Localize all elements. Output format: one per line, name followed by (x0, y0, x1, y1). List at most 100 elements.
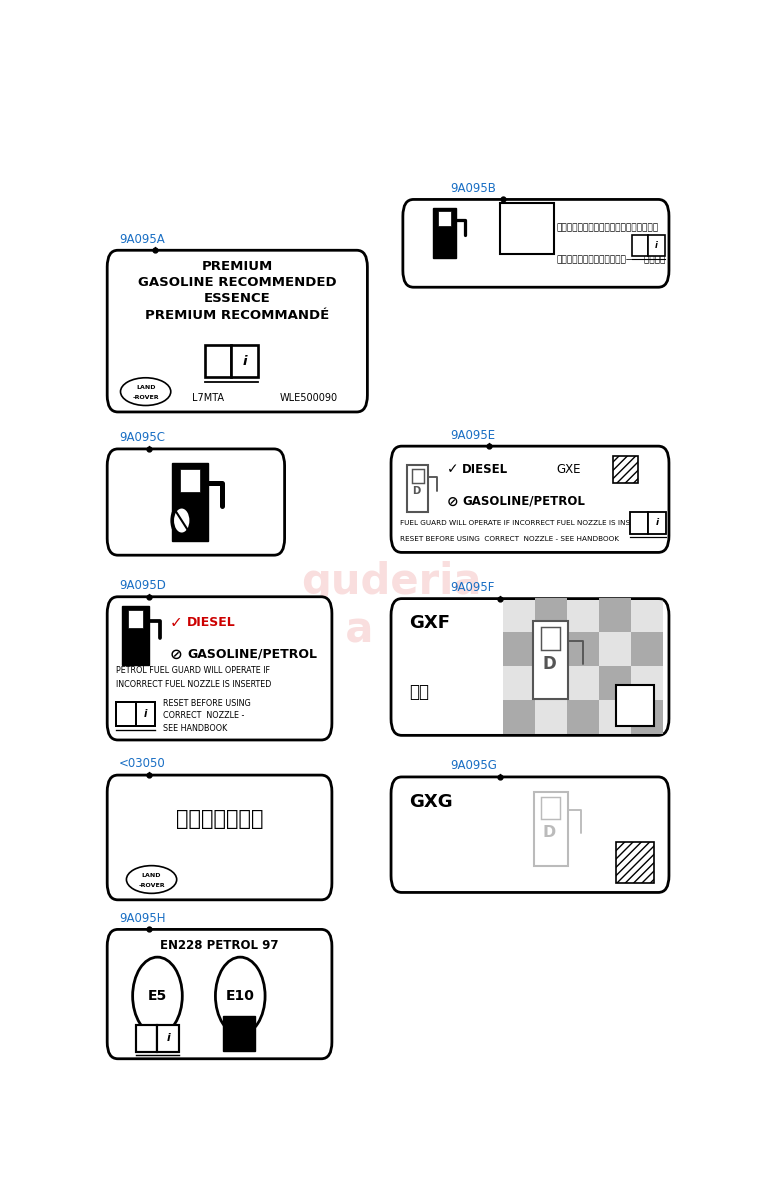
Text: D: D (413, 486, 420, 496)
Bar (501, 203, 554, 254)
Text: D: D (542, 826, 555, 840)
Text: INCORRECT FUEL NOZZLE IS INSERTED: INCORRECT FUEL NOZZLE IS INSERTED (116, 680, 272, 689)
Text: 9A095D: 9A095D (119, 580, 166, 592)
Bar (542, 797, 560, 820)
Text: GASOLINE/PETROL: GASOLINE/PETROL (462, 494, 585, 508)
Text: E10: E10 (226, 989, 255, 1003)
Bar (128, 611, 143, 628)
Bar (630, 511, 649, 534)
Text: 9A095H: 9A095H (119, 912, 166, 925)
Text: 9A095A: 9A095A (119, 233, 165, 246)
Text: i: i (144, 709, 147, 719)
Bar (136, 702, 156, 726)
FancyBboxPatch shape (533, 622, 568, 698)
Bar (205, 344, 231, 378)
Text: ⊘: ⊘ (447, 494, 459, 509)
Bar (616, 684, 654, 726)
Text: LAND: LAND (142, 874, 161, 878)
Bar (223, 1016, 255, 1051)
Text: E5: E5 (148, 989, 167, 1003)
Text: PETROL FUEL GUARD WILL OPERATE IF: PETROL FUEL GUARD WILL OPERATE IF (116, 666, 270, 676)
FancyBboxPatch shape (391, 599, 669, 736)
Text: EN228 PETROL 97: EN228 PETROL 97 (160, 938, 278, 952)
Text: i: i (166, 1033, 170, 1044)
Bar (231, 344, 258, 378)
Bar (616, 841, 654, 883)
FancyBboxPatch shape (107, 251, 368, 412)
Text: ⊘: ⊘ (169, 647, 182, 661)
Circle shape (133, 958, 182, 1034)
FancyBboxPatch shape (391, 446, 669, 552)
FancyBboxPatch shape (403, 199, 669, 287)
FancyBboxPatch shape (107, 449, 285, 556)
Circle shape (171, 504, 192, 538)
Bar (122, 606, 149, 665)
Bar (649, 235, 665, 256)
Bar (536, 598, 567, 632)
Text: i: i (243, 355, 247, 367)
Text: 軽油: 軽油 (409, 683, 429, 701)
Text: L7MTA: L7MTA (192, 392, 224, 403)
Text: 9A095C: 9A095C (119, 431, 165, 444)
Bar (157, 1025, 179, 1051)
Bar (632, 235, 649, 256)
Bar (504, 632, 536, 666)
Ellipse shape (121, 378, 171, 406)
Text: RESET BEFORE USING  CORRECT  NOZZLE - SEE HANDBOOK: RESET BEFORE USING CORRECT NOZZLE - SEE … (400, 536, 619, 542)
Text: GASOLINE/PETROL: GASOLINE/PETROL (187, 648, 317, 660)
Bar (599, 598, 631, 632)
FancyBboxPatch shape (391, 776, 669, 893)
Circle shape (174, 509, 189, 533)
Bar (599, 666, 631, 701)
Text: GXE: GXE (557, 463, 581, 476)
Text: -ROVER: -ROVER (132, 395, 159, 400)
Bar (536, 666, 567, 701)
Text: 9A095F: 9A095F (450, 581, 494, 594)
FancyBboxPatch shape (534, 792, 568, 865)
Bar (567, 701, 599, 734)
Bar (631, 701, 663, 734)
Text: 9A095E: 9A095E (450, 428, 495, 442)
FancyBboxPatch shape (107, 596, 332, 740)
Text: guderia
p a r t s: guderia p a r t s (301, 560, 481, 652)
Text: ✓: ✓ (169, 616, 182, 630)
Text: LAND: LAND (136, 385, 156, 390)
Text: GXF: GXF (409, 614, 449, 632)
Text: ✓: ✓ (447, 462, 459, 476)
Text: <03050: <03050 (119, 757, 166, 770)
Text: 無鉛プレミアム: 無鉛プレミアム (175, 809, 263, 829)
Text: 如插入不正确的油枪燃油保护装置将会启动: 如插入不正确的油枪燃油保护装置将会启动 (557, 223, 658, 233)
Bar (172, 463, 208, 541)
Text: PREMIUM
GASOLINE RECOMMENDED
ESSENCE
PREMIUM RECOMMANDÉ: PREMIUM GASOLINE RECOMMENDED ESSENCE PRE… (138, 259, 336, 322)
Bar (438, 211, 451, 227)
Bar (541, 626, 561, 650)
Bar (613, 456, 638, 484)
Text: GXG: GXG (409, 793, 452, 811)
Text: WLE500090: WLE500090 (279, 392, 337, 403)
FancyBboxPatch shape (407, 466, 428, 512)
Ellipse shape (127, 865, 177, 893)
Text: FUEL GUARD WILL OPERATE IF INCORRECT FUEL NOZZLE IS INSERTED: FUEL GUARD WILL OPERATE IF INCORRECT FUE… (400, 520, 654, 526)
Text: SEE HANDBOOK: SEE HANDBOOK (163, 725, 227, 733)
Bar (631, 632, 663, 666)
Text: 9A095B: 9A095B (450, 182, 496, 194)
Text: DIESEL: DIESEL (187, 616, 236, 629)
Text: 9A095G: 9A095G (450, 760, 497, 773)
Text: DIESEL: DIESEL (462, 463, 508, 476)
Bar (136, 1025, 157, 1051)
Bar (504, 600, 663, 734)
Text: i: i (656, 518, 659, 527)
Text: CORRECT  NOZZLE -: CORRECT NOZZLE - (163, 712, 245, 720)
Text: -ROVER: -ROVER (138, 883, 165, 888)
Text: D: D (542, 655, 555, 673)
Bar (504, 701, 536, 734)
FancyBboxPatch shape (107, 929, 332, 1058)
Text: 在使用正确油枪前要重新设置——参考手册: 在使用正确油枪前要重新设置——参考手册 (557, 254, 666, 264)
FancyBboxPatch shape (107, 775, 332, 900)
Bar (433, 208, 456, 258)
Bar (567, 632, 599, 666)
Text: RESET BEFORE USING: RESET BEFORE USING (163, 698, 251, 708)
Bar (116, 702, 136, 726)
Bar (412, 469, 423, 482)
Bar (649, 511, 666, 534)
